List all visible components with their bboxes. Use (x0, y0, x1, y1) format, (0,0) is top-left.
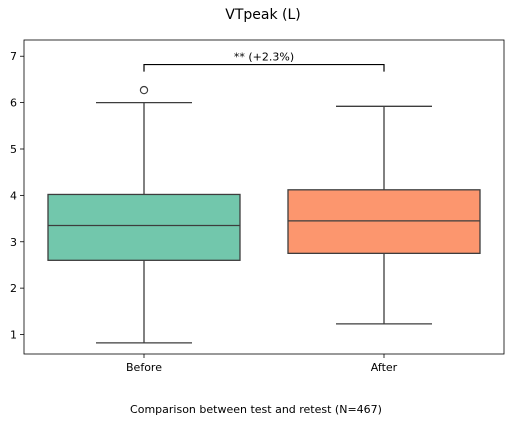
iqr-box (47, 193, 241, 261)
iqr-box (287, 189, 481, 255)
y-tick-label: 2 (10, 282, 17, 295)
y-tick-label: 6 (10, 97, 17, 110)
y-tick-label: 5 (10, 143, 17, 156)
box-before (47, 85, 241, 344)
y-tick-label: 7 (10, 50, 17, 63)
box-series (47, 85, 481, 344)
chart-caption: Comparison between test and retest (N=46… (130, 403, 382, 416)
y-axis: 1 2 3 4 5 6 7 (10, 50, 24, 342)
x-tick-label: After (371, 361, 398, 374)
y-tick-label: 3 (10, 236, 17, 249)
box-after (287, 105, 481, 325)
significance-label: ** (+2.3%) (234, 51, 294, 64)
y-tick-label: 1 (10, 329, 17, 342)
significance-bracket (143, 63, 385, 72)
x-tick-label: Before (126, 361, 162, 374)
outlier-point (139, 85, 149, 95)
significance-annotation: ** (+2.3%) (143, 51, 385, 72)
y-tick-label: 4 (10, 189, 17, 202)
chart-title: VTpeak (L) (225, 7, 301, 23)
x-axis: Before After (126, 354, 398, 374)
plot-frame (23, 39, 505, 355)
